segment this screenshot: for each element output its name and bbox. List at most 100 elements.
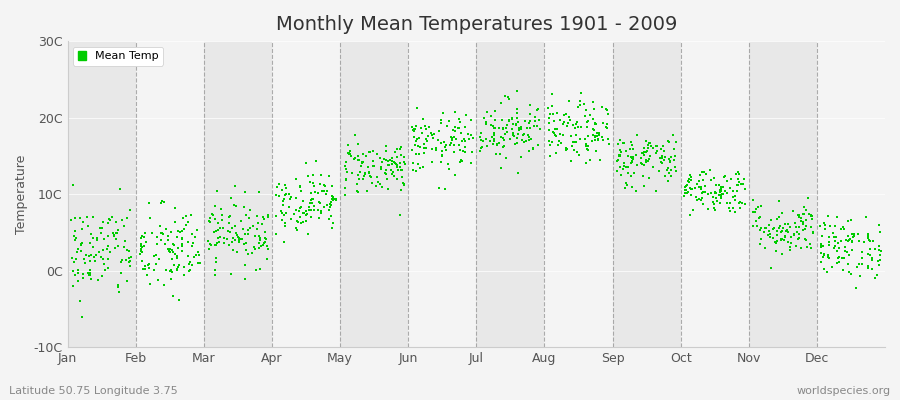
- Point: [447, 172, 462, 178]
- Point: [390, 146, 404, 152]
- Point: [680, 190, 694, 196]
- Point: [589, 148, 603, 154]
- Bar: [680, 41, 749, 347]
- Point: [652, 167, 667, 174]
- Point: [832, 254, 846, 260]
- Point: [611, 141, 625, 147]
- Point: [799, 236, 814, 243]
- Point: [698, 188, 712, 195]
- Point: [379, 143, 393, 150]
- Point: [444, 140, 458, 146]
- Point: [502, 96, 517, 102]
- Point: [619, 180, 634, 186]
- Point: [573, 98, 588, 105]
- Point: [345, 169, 359, 176]
- Point: [708, 207, 723, 214]
- Point: [154, 230, 168, 236]
- Point: [123, 257, 138, 264]
- Point: [580, 147, 595, 153]
- Point: [792, 234, 806, 241]
- Point: [83, 270, 97, 276]
- Point: [238, 189, 252, 196]
- Point: [590, 137, 605, 144]
- Point: [718, 188, 733, 195]
- Point: [635, 173, 650, 180]
- Point: [827, 234, 842, 240]
- Point: [225, 247, 239, 254]
- Point: [770, 216, 784, 222]
- Point: [796, 210, 811, 217]
- Point: [708, 188, 723, 195]
- Point: [625, 158, 639, 164]
- Point: [275, 198, 290, 205]
- Point: [506, 121, 520, 128]
- Point: [279, 191, 293, 198]
- Point: [510, 115, 525, 122]
- Point: [124, 253, 139, 260]
- Point: [751, 204, 765, 210]
- Point: [512, 127, 526, 133]
- Point: [407, 134, 421, 140]
- Point: [775, 228, 789, 234]
- Point: [613, 153, 627, 159]
- Point: [426, 135, 440, 141]
- Point: [806, 215, 820, 222]
- Point: [569, 132, 583, 138]
- Point: [733, 204, 747, 211]
- Point: [482, 138, 497, 144]
- Point: [212, 226, 226, 233]
- Point: [434, 117, 448, 124]
- Point: [599, 125, 614, 131]
- Point: [434, 120, 448, 126]
- Point: [256, 242, 270, 248]
- Point: [762, 228, 777, 235]
- Point: [624, 154, 638, 160]
- Point: [70, 246, 85, 252]
- Point: [272, 192, 286, 199]
- Point: [459, 112, 473, 118]
- Point: [103, 249, 117, 256]
- Point: [111, 243, 125, 249]
- Point: [638, 149, 652, 156]
- Point: [701, 190, 716, 197]
- Point: [90, 235, 104, 242]
- Point: [487, 129, 501, 136]
- Point: [567, 147, 581, 153]
- Point: [134, 248, 148, 254]
- Point: [842, 236, 857, 242]
- Point: [838, 248, 852, 254]
- Point: [270, 184, 284, 191]
- Point: [457, 138, 472, 144]
- Point: [786, 208, 800, 214]
- Point: [268, 191, 283, 198]
- Point: [379, 166, 393, 173]
- Point: [766, 235, 780, 242]
- Point: [248, 244, 262, 250]
- Point: [253, 266, 267, 272]
- Point: [133, 240, 148, 247]
- Point: [111, 284, 125, 290]
- Point: [373, 180, 387, 187]
- Point: [714, 186, 728, 193]
- Point: [212, 239, 226, 246]
- Point: [171, 245, 185, 251]
- Point: [706, 194, 720, 200]
- Point: [682, 179, 697, 186]
- Point: [208, 216, 222, 222]
- Point: [378, 171, 392, 178]
- Point: [861, 236, 876, 243]
- Point: [289, 176, 303, 182]
- Point: [526, 146, 540, 152]
- Point: [684, 174, 698, 180]
- Point: [498, 93, 512, 99]
- Point: [387, 158, 401, 165]
- Point: [272, 181, 286, 187]
- Point: [680, 188, 695, 195]
- Point: [364, 180, 379, 186]
- Point: [854, 261, 868, 267]
- Point: [161, 246, 176, 252]
- Point: [171, 264, 185, 270]
- Point: [155, 198, 169, 204]
- Point: [299, 218, 313, 224]
- Point: [845, 239, 859, 246]
